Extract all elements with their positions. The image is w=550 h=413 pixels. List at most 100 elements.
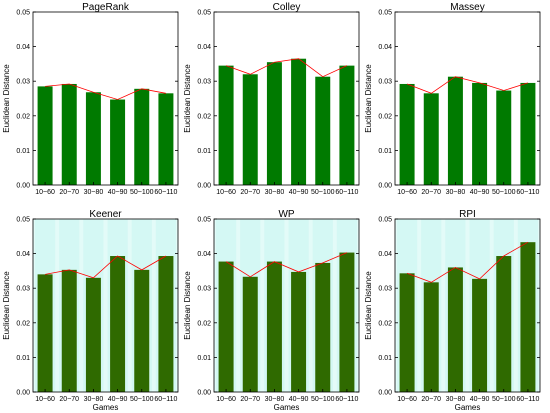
bar-30~80 bbox=[266, 62, 282, 185]
bar-40~90 bbox=[110, 256, 126, 392]
y-tick-label: 0.04 bbox=[378, 44, 392, 51]
x-tick-label: 10~60 bbox=[216, 396, 236, 403]
y-axis-label: Euclidean Distance bbox=[2, 271, 11, 340]
plot-background bbox=[395, 219, 540, 392]
bar-60~110 bbox=[158, 93, 174, 185]
y-tick-label: 0.00 bbox=[16, 390, 30, 397]
chart-panel-rpi: 0.00 0.01 0.02 0.03 0.04 0.05 10~60 20~70 30~80 4… bbox=[364, 209, 541, 412]
trend-line bbox=[225, 252, 348, 278]
x-tick-label: 30~80 bbox=[84, 396, 104, 403]
y-tick-label: 0.01 bbox=[378, 148, 392, 155]
y-tick-label: 0.05 bbox=[197, 10, 211, 17]
y-tick-label: 0.01 bbox=[197, 148, 211, 155]
x-tick-label: 60~110 bbox=[516, 189, 539, 196]
bar-10~60 bbox=[399, 273, 415, 392]
y-axis-label: Euclidean Distance bbox=[183, 64, 192, 133]
y-tick-label: 0.00 bbox=[197, 183, 211, 190]
chart-title: Massey bbox=[450, 2, 484, 13]
y-tick-label: 0.04 bbox=[197, 44, 211, 51]
x-axis-label: Games bbox=[93, 403, 119, 412]
bar-30~80 bbox=[85, 277, 101, 392]
y-tick-label: 0.01 bbox=[378, 355, 392, 362]
y-axis-label: Euclidean Distance bbox=[2, 64, 11, 133]
bar-30~80 bbox=[447, 267, 463, 392]
y-tick-label: 0.04 bbox=[16, 44, 30, 51]
x-tick-label: 40~90 bbox=[470, 396, 490, 403]
y-tick-label: 0.00 bbox=[378, 183, 392, 190]
bar-40~90 bbox=[472, 278, 488, 392]
plot-frame bbox=[394, 218, 541, 393]
bar-30~80 bbox=[266, 261, 282, 392]
y-tick-label: 0.00 bbox=[197, 390, 211, 397]
x-tick-label: 50~100 bbox=[311, 189, 335, 196]
x-tick-label: 30~80 bbox=[265, 189, 285, 196]
x-tick-label: 10~60 bbox=[216, 189, 236, 196]
chart-title: Keener bbox=[89, 209, 122, 220]
chart-panel-wp: 0.00 0.01 0.02 0.03 0.04 0.05 10~60 20~70 30~80 4… bbox=[183, 209, 360, 412]
y-tick-label: 0.03 bbox=[378, 79, 392, 86]
x-tick-label: 40~90 bbox=[289, 396, 309, 403]
x-tick-label: 60~110 bbox=[335, 396, 358, 403]
plot-background bbox=[33, 219, 178, 392]
bar-40~90 bbox=[291, 58, 307, 185]
chart-panel-colley: 0.00 0.01 0.02 0.03 0.04 0.05 10~60 20~70 30~80 4… bbox=[183, 2, 360, 196]
plot-frame bbox=[213, 11, 360, 186]
x-tick-label: 30~80 bbox=[265, 396, 285, 403]
plot-background bbox=[395, 12, 540, 185]
bar-60~110 bbox=[158, 256, 174, 392]
x-tick-label: 10~60 bbox=[35, 189, 55, 196]
chart-title: WP bbox=[278, 209, 294, 220]
y-tick-label: 0.03 bbox=[197, 79, 211, 86]
bar-10~60 bbox=[399, 83, 415, 185]
bar-60~110 bbox=[339, 252, 355, 392]
x-axis-label: Games bbox=[274, 403, 300, 412]
y-tick-label: 0.03 bbox=[16, 79, 30, 86]
x-tick-label: 40~90 bbox=[470, 189, 490, 196]
x-tick-label: 30~80 bbox=[446, 396, 466, 403]
y-tick-label: 0.02 bbox=[378, 320, 392, 327]
y-tick-label: 0.02 bbox=[197, 320, 211, 327]
y-tick-label: 0.05 bbox=[378, 217, 392, 224]
y-tick-label: 0.03 bbox=[378, 286, 392, 293]
y-tick-label: 0.02 bbox=[197, 113, 211, 120]
bar-20~70 bbox=[242, 276, 258, 392]
trend-line bbox=[225, 58, 348, 78]
bar-10~60 bbox=[37, 86, 53, 185]
chart-title: RPI bbox=[459, 209, 476, 220]
plot-frame bbox=[213, 218, 360, 393]
x-tick-label: 50~100 bbox=[130, 396, 154, 403]
bar-20~70 bbox=[423, 282, 439, 392]
x-tick-label: 50~100 bbox=[492, 189, 516, 196]
x-tick-label: 20~70 bbox=[240, 396, 260, 403]
y-tick-label: 0.03 bbox=[197, 286, 211, 293]
bar-20~70 bbox=[61, 83, 77, 185]
plot-background bbox=[214, 219, 359, 392]
x-tick-label: 60~110 bbox=[335, 189, 358, 196]
x-tick-label: 20~70 bbox=[59, 396, 79, 403]
bar-40~90 bbox=[472, 82, 488, 185]
x-tick-label: 40~90 bbox=[289, 189, 309, 196]
chart-panel-pagerank: 0.00 0.01 0.02 0.03 0.04 0.05 10~60 20~70 30~80 4… bbox=[2, 2, 179, 196]
plot-background bbox=[214, 12, 359, 185]
bar-20~70 bbox=[61, 269, 77, 392]
bar-50~100 bbox=[496, 256, 512, 392]
bar-10~60 bbox=[218, 261, 234, 392]
y-tick-label: 0.00 bbox=[16, 183, 30, 190]
y-tick-label: 0.05 bbox=[197, 217, 211, 224]
y-tick-label: 0.02 bbox=[16, 320, 30, 327]
trend-line bbox=[406, 76, 529, 94]
x-tick-label: 20~70 bbox=[421, 396, 441, 403]
x-tick-label: 30~80 bbox=[446, 189, 466, 196]
y-tick-label: 0.02 bbox=[16, 113, 30, 120]
chart-title: PageRank bbox=[82, 2, 130, 13]
bar-50~100 bbox=[134, 88, 150, 185]
y-tick-label: 0.05 bbox=[16, 217, 30, 224]
x-tick-label: 20~70 bbox=[240, 189, 260, 196]
x-tick-label: 30~80 bbox=[84, 189, 104, 196]
y-tick-label: 0.05 bbox=[16, 10, 30, 17]
bar-20~70 bbox=[242, 74, 258, 185]
bar-50~100 bbox=[315, 262, 331, 392]
trend-line bbox=[406, 241, 529, 283]
bar-50~100 bbox=[134, 269, 150, 392]
plot-frame bbox=[32, 218, 179, 393]
